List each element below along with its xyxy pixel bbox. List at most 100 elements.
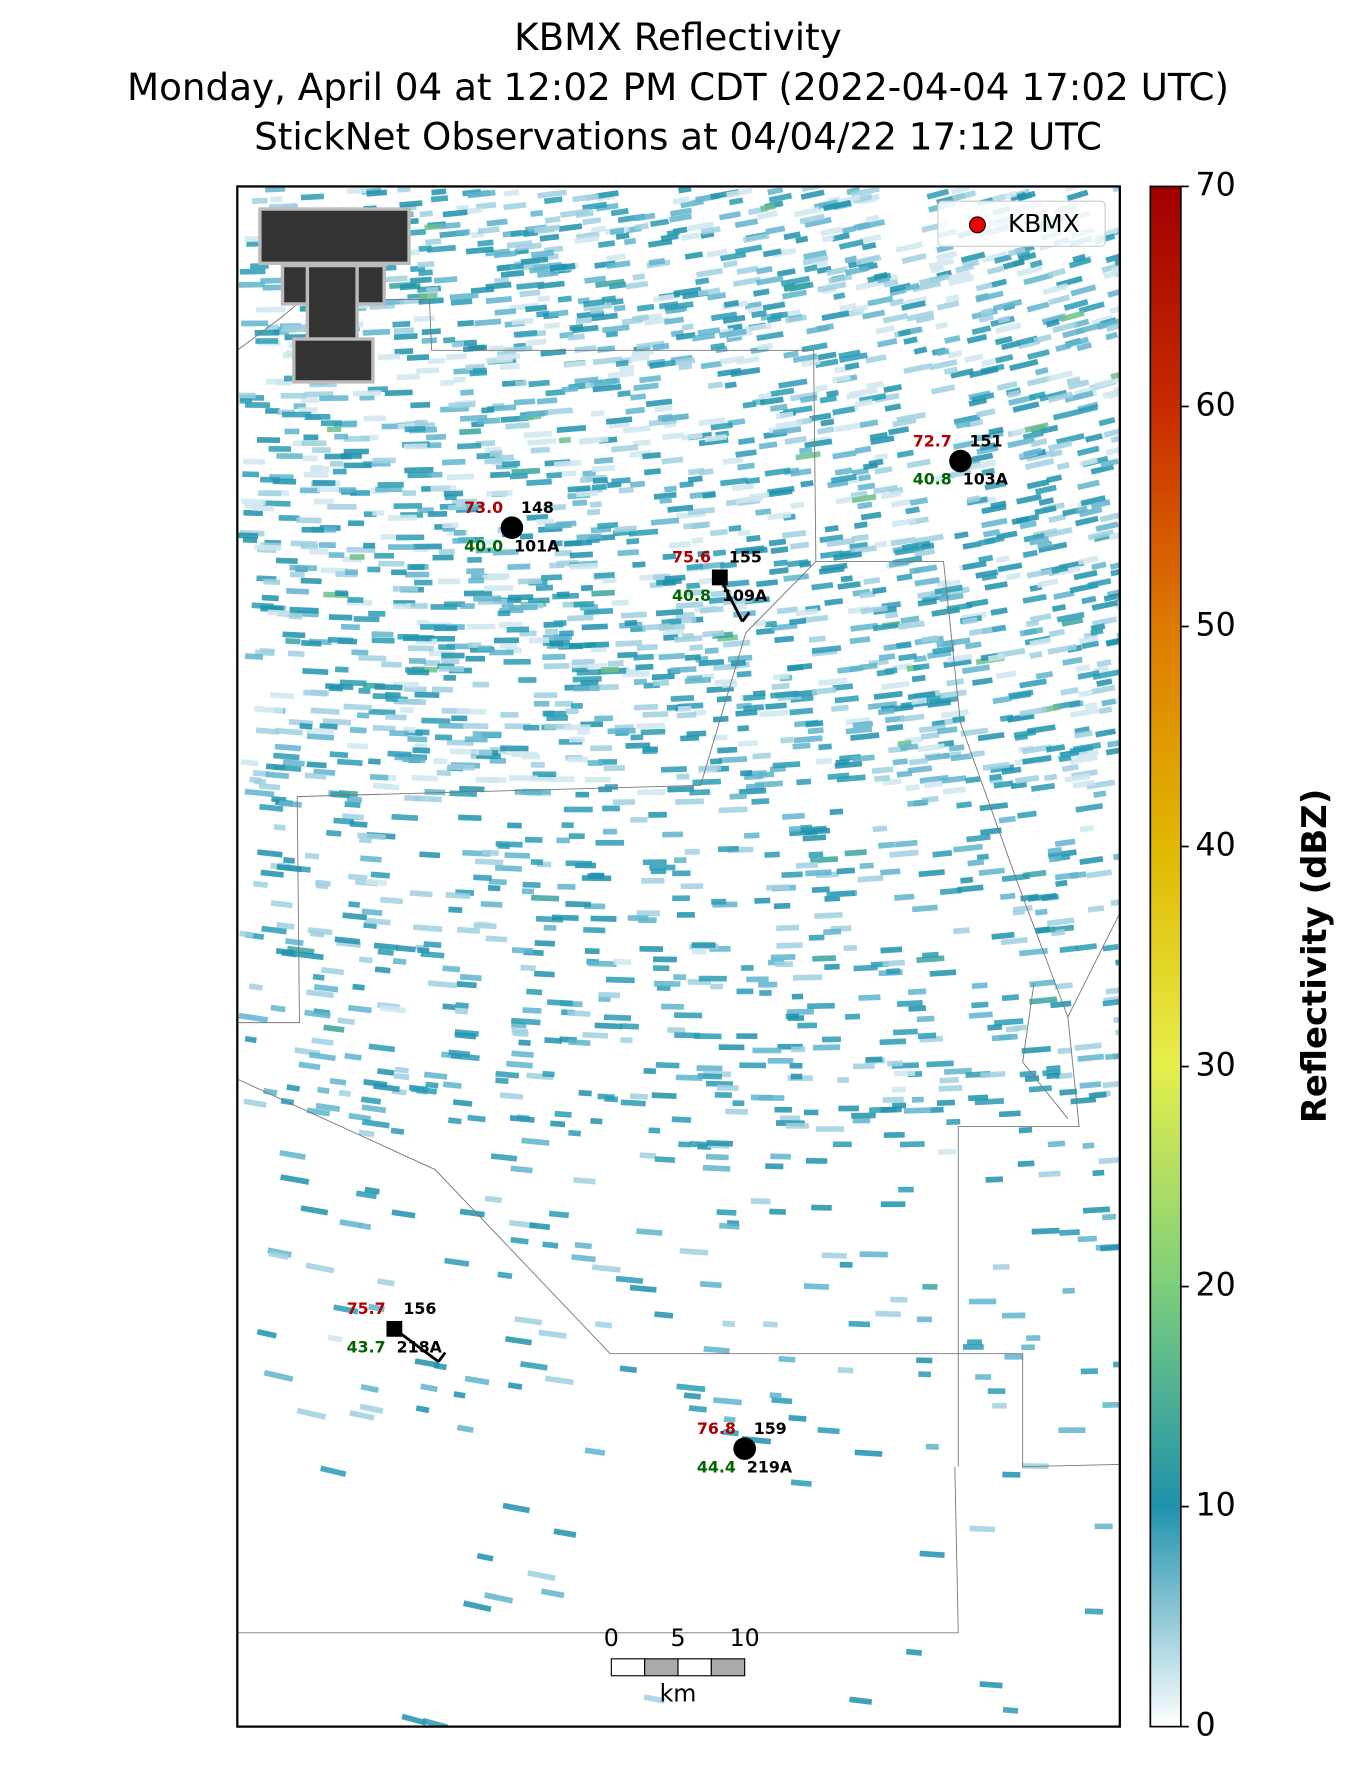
radar-echo <box>460 603 475 609</box>
radar-echo <box>547 407 573 416</box>
radar-echo <box>394 1066 409 1074</box>
radar-echo <box>509 1114 535 1123</box>
radar-echo <box>790 1479 812 1487</box>
radar-echo <box>602 324 630 334</box>
radar-echo <box>756 342 774 351</box>
radar-echo <box>524 836 543 843</box>
radar-echo <box>604 1095 619 1103</box>
radar-echo <box>431 686 453 693</box>
radar-echo <box>872 825 888 833</box>
radar-echo <box>698 468 714 476</box>
radar-echo <box>256 437 281 444</box>
radar-echo <box>636 340 665 350</box>
radar-echo <box>1019 706 1048 717</box>
radar-echo <box>826 890 856 898</box>
radar-echo <box>968 1298 997 1305</box>
radar-echo <box>403 686 427 693</box>
radar-echo <box>385 713 407 721</box>
radar-echo <box>709 758 723 765</box>
radar-echo <box>368 1043 396 1053</box>
radar-echo <box>781 871 803 879</box>
radar-echo <box>785 1122 809 1129</box>
radar-echo <box>559 630 574 637</box>
radar-echo <box>607 370 635 379</box>
radar-echo <box>778 1355 796 1363</box>
radar-echo <box>630 393 647 401</box>
radar-echo <box>852 720 874 729</box>
radar-echo <box>826 266 849 276</box>
radar-echo <box>347 597 364 604</box>
radar-echo <box>483 585 513 592</box>
radar-echo <box>556 591 570 598</box>
radar-echo <box>488 878 507 886</box>
radar-echo <box>601 295 617 303</box>
radar-echo <box>1052 409 1076 421</box>
radar-echo <box>448 906 463 914</box>
radar-echo <box>1076 342 1093 352</box>
radar-echo <box>1082 1142 1095 1149</box>
radar-echo <box>1078 506 1103 518</box>
radar-echo <box>305 727 335 735</box>
radar-echo <box>258 490 282 497</box>
radar-echo <box>274 743 302 752</box>
radar-echo <box>358 654 387 662</box>
radar-echo <box>849 1696 873 1705</box>
wind-barb <box>437 1351 447 1363</box>
radar-echo <box>907 765 933 774</box>
radar-echo <box>803 1109 819 1116</box>
radar-echo <box>313 498 334 505</box>
radar-echo <box>577 729 590 736</box>
radar-echo <box>680 432 703 441</box>
radar-echo <box>780 275 811 287</box>
radar-echo <box>784 314 807 324</box>
pressure: 151 <box>970 431 1003 450</box>
radar-echo <box>629 1284 657 1293</box>
radar-echo <box>368 1303 385 1313</box>
radar-echo <box>730 659 747 667</box>
radar-echo <box>838 1105 859 1112</box>
radar-echo <box>543 504 567 512</box>
radar-echo <box>1057 1047 1073 1055</box>
radar-echo <box>680 198 704 209</box>
radar-echo <box>372 510 385 516</box>
radar-echo <box>1036 578 1059 588</box>
radar-echo <box>759 709 789 718</box>
radar-echo <box>347 1004 372 1014</box>
radar-echo <box>462 503 484 511</box>
radar-echo <box>804 438 833 449</box>
radar-echo <box>912 663 930 671</box>
radar-echo <box>661 432 685 441</box>
radar-echo <box>1061 763 1079 773</box>
radar-echo <box>911 1096 924 1103</box>
radar-echo <box>1005 572 1022 581</box>
radar-echo <box>336 758 363 767</box>
radar-echo <box>510 229 529 238</box>
radar-echo <box>991 1033 1018 1042</box>
radar-echo <box>543 662 570 670</box>
radar-echo <box>554 700 574 707</box>
radar-echo <box>929 969 957 977</box>
radar-echo <box>442 1081 462 1089</box>
radar-echo <box>556 837 570 844</box>
radar-echo <box>299 723 313 730</box>
radar-echo <box>765 225 786 235</box>
radar-echo <box>1118 250 1120 263</box>
radar-echo <box>832 450 857 460</box>
station-id: 109A <box>722 586 768 605</box>
radar-echo <box>273 823 286 831</box>
radar-echo <box>1052 321 1078 334</box>
radar-echo <box>438 722 464 729</box>
radar-echo <box>598 991 621 999</box>
radar-echo <box>264 186 286 193</box>
radar-echo <box>597 522 619 530</box>
radar-echo <box>415 729 430 736</box>
radar-echo <box>242 471 260 478</box>
radar-echo <box>824 963 840 971</box>
radar-echo <box>567 1010 591 1017</box>
radar-echo <box>630 816 648 823</box>
radar-echo <box>1017 810 1037 819</box>
radar-echo <box>921 634 939 643</box>
radar-echo <box>530 859 544 866</box>
radar-echo <box>602 805 620 812</box>
radar-echo <box>1078 689 1094 698</box>
